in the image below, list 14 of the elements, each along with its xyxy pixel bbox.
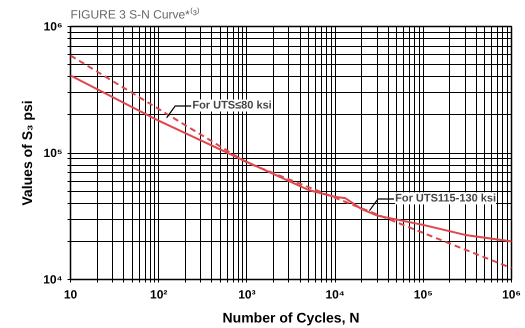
- x-tick-label: 10²: [150, 288, 168, 302]
- annotation: For UTS115-130 ksi: [395, 192, 496, 204]
- chart-title: FIGURE 3 S-N Curve*⁽³⁾: [70, 8, 200, 22]
- x-axis-title: Number of Cycles, N: [222, 310, 360, 326]
- y-tick-label: 10⁶: [44, 20, 62, 34]
- y-tick-label: 10⁴: [43, 272, 63, 286]
- y-axis-title: Values of S₃ psi: [19, 100, 36, 206]
- x-tick-label: 10⁵: [414, 288, 433, 302]
- y-tick-label: 10⁵: [44, 146, 62, 160]
- x-tick-label: 10⁴: [325, 288, 345, 302]
- annotation: For UTS≤80 ksi: [192, 99, 272, 112]
- x-tick-label: 10³: [238, 288, 256, 302]
- x-tick-label: 10: [64, 288, 78, 302]
- x-tick-label: 10⁶: [502, 288, 521, 302]
